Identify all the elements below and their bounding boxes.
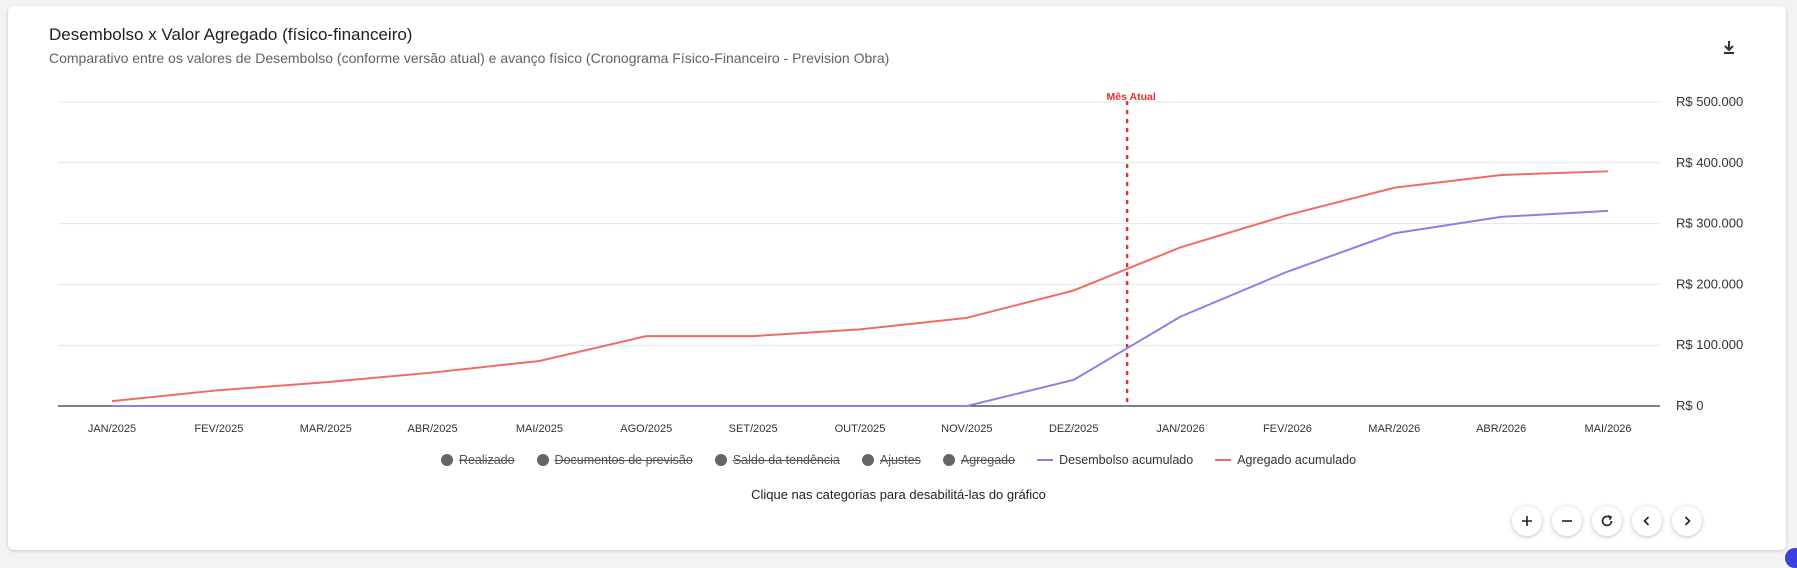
legend-hint: Clique nas categorias para desabilitá-la… xyxy=(0,487,1797,502)
legend-dot-marker xyxy=(943,454,955,466)
x-tick-label: MAR/2025 xyxy=(300,423,352,435)
legend-label: Saldo da tendência xyxy=(733,453,840,467)
chevron-left-icon xyxy=(1641,515,1653,527)
x-tick-label: JAN/2025 xyxy=(88,423,136,435)
x-tick-label: MAI/2026 xyxy=(1584,423,1631,435)
legend-label: Agregado xyxy=(961,453,1015,467)
reset-zoom-button[interactable] xyxy=(1592,506,1622,536)
chart-legend: Realizado Documentos de previsão Saldo da … xyxy=(0,453,1797,467)
x-tick-label: NOV/2025 xyxy=(941,423,992,435)
legend-dot-marker xyxy=(715,454,727,466)
legend-label: Desembolso acumulado xyxy=(1059,453,1193,467)
y-tick-label: R$ 400.000 xyxy=(1676,155,1743,170)
pan-left-button[interactable] xyxy=(1632,506,1662,536)
legend-label: Ajustes xyxy=(880,453,921,467)
legend-item[interactable]: Realizado xyxy=(441,453,515,467)
current-month-label: Mês Atual xyxy=(1107,91,1156,103)
x-tick-label: DEZ/2025 xyxy=(1049,423,1099,435)
legend-item[interactable]: Saldo da tendência xyxy=(715,453,840,467)
legend-item[interactable]: Ajustes xyxy=(862,453,921,467)
x-tick-label: MAI/2025 xyxy=(516,423,563,435)
line-chart: R$ 0 R$ 100.000 R$ 200.000 R$ 300.000 R$ 400… xyxy=(0,0,1797,450)
x-tick-label: JAN/2026 xyxy=(1156,423,1204,435)
legend-item[interactable]: Agregado xyxy=(943,453,1015,467)
x-tick-label: FEV/2025 xyxy=(194,423,243,435)
x-tick-label: SET/2025 xyxy=(729,423,778,435)
x-tick-label: OUT/2025 xyxy=(835,423,886,435)
legend-item[interactable]: Documentos de previsão xyxy=(537,453,693,467)
legend-label: Documentos de previsão xyxy=(555,453,693,467)
x-tick-label: ABR/2025 xyxy=(407,423,457,435)
x-tick-label: AGO/2025 xyxy=(620,423,672,435)
legend-line-marker xyxy=(1215,459,1231,461)
minus-icon xyxy=(1561,515,1573,527)
pan-right-button[interactable] xyxy=(1672,506,1702,536)
x-tick-label: ABR/2026 xyxy=(1476,423,1526,435)
plus-icon xyxy=(1521,515,1533,527)
legend-label: Realizado xyxy=(459,453,515,467)
x-tick-label: MAR/2026 xyxy=(1368,423,1420,435)
legend-dot-marker xyxy=(537,454,549,466)
y-tick-label: R$ 0 xyxy=(1676,398,1703,413)
legend-item[interactable]: Desembolso acumulado xyxy=(1037,453,1193,467)
series-line-desembolso-acumulado xyxy=(112,211,1608,406)
refresh-icon xyxy=(1600,514,1614,528)
legend-dot-marker xyxy=(862,454,874,466)
y-tick-label: R$ 500.000 xyxy=(1676,94,1743,109)
y-tick-label: R$ 300.000 xyxy=(1676,216,1743,231)
x-tick-label: FEV/2026 xyxy=(1263,423,1312,435)
y-tick-label: R$ 200.000 xyxy=(1676,276,1743,291)
zoom-out-button[interactable] xyxy=(1552,506,1582,536)
floating-badge[interactable] xyxy=(1785,548,1797,568)
legend-label: Agregado acumulado xyxy=(1237,453,1356,467)
series-line-agregado-acumulado xyxy=(112,171,1608,401)
zoom-in-button[interactable] xyxy=(1512,506,1542,536)
legend-dot-marker xyxy=(441,454,453,466)
chevron-right-icon xyxy=(1681,515,1693,527)
legend-line-marker xyxy=(1037,459,1053,461)
y-tick-label: R$ 100.000 xyxy=(1676,337,1743,352)
legend-item[interactable]: Agregado acumulado xyxy=(1215,453,1356,467)
chart-controls xyxy=(1512,506,1702,536)
